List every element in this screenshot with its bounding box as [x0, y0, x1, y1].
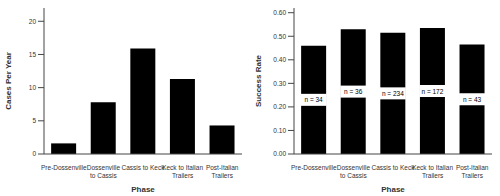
svg-text:5: 5 [32, 117, 36, 124]
svg-text:Phase: Phase [381, 185, 405, 194]
svg-text:Phase: Phase [131, 185, 155, 194]
svg-text:0.40: 0.40 [273, 56, 286, 63]
svg-text:10: 10 [29, 84, 37, 91]
svg-text:n = 34: n = 34 [304, 96, 323, 103]
svg-text:Pre-Dossenville: Pre-Dossenville [41, 164, 87, 171]
svg-text:Success Rate: Success Rate [254, 54, 263, 107]
svg-text:Post-ItalianTrailers: Post-ItalianTrailers [206, 164, 239, 179]
svg-text:n = 36: n = 36 [344, 88, 363, 95]
svg-text:n = 172: n = 172 [421, 88, 443, 95]
svg-text:0.20: 0.20 [273, 103, 286, 110]
svg-text:0.10: 0.10 [273, 127, 286, 134]
svg-text:0.00: 0.00 [273, 150, 286, 157]
svg-text:0.30: 0.30 [273, 80, 286, 87]
svg-text:0.50: 0.50 [273, 33, 286, 40]
svg-text:Cassis to Keck: Cassis to Keck [372, 164, 416, 171]
svg-text:Pre-Dossenville: Pre-Dossenville [291, 164, 337, 171]
svg-text:0.60: 0.60 [273, 9, 286, 16]
svg-text:15: 15 [29, 51, 37, 58]
svg-text:Keck to ItalianTrailers: Keck to ItalianTrailers [162, 164, 203, 179]
svg-text:n = 43: n = 43 [463, 96, 482, 103]
svg-text:20: 20 [29, 18, 37, 25]
svg-text:Cases Per Year: Cases Per Year [8, 52, 13, 110]
svg-text:Keck to ItalianTrailers: Keck to ItalianTrailers [412, 164, 453, 179]
svg-text:Cassis to Keck: Cassis to Keck [122, 164, 166, 171]
svg-text:Post-ItalianTrailers: Post-ItalianTrailers [456, 164, 489, 179]
svg-text:n = 234: n = 234 [382, 90, 404, 97]
svg-text:Dossenvilleto Cassis: Dossenvilleto Cassis [87, 164, 121, 179]
svg-text:0: 0 [32, 150, 36, 157]
svg-text:Dossenvilleto Cassis: Dossenvilleto Cassis [337, 164, 371, 179]
